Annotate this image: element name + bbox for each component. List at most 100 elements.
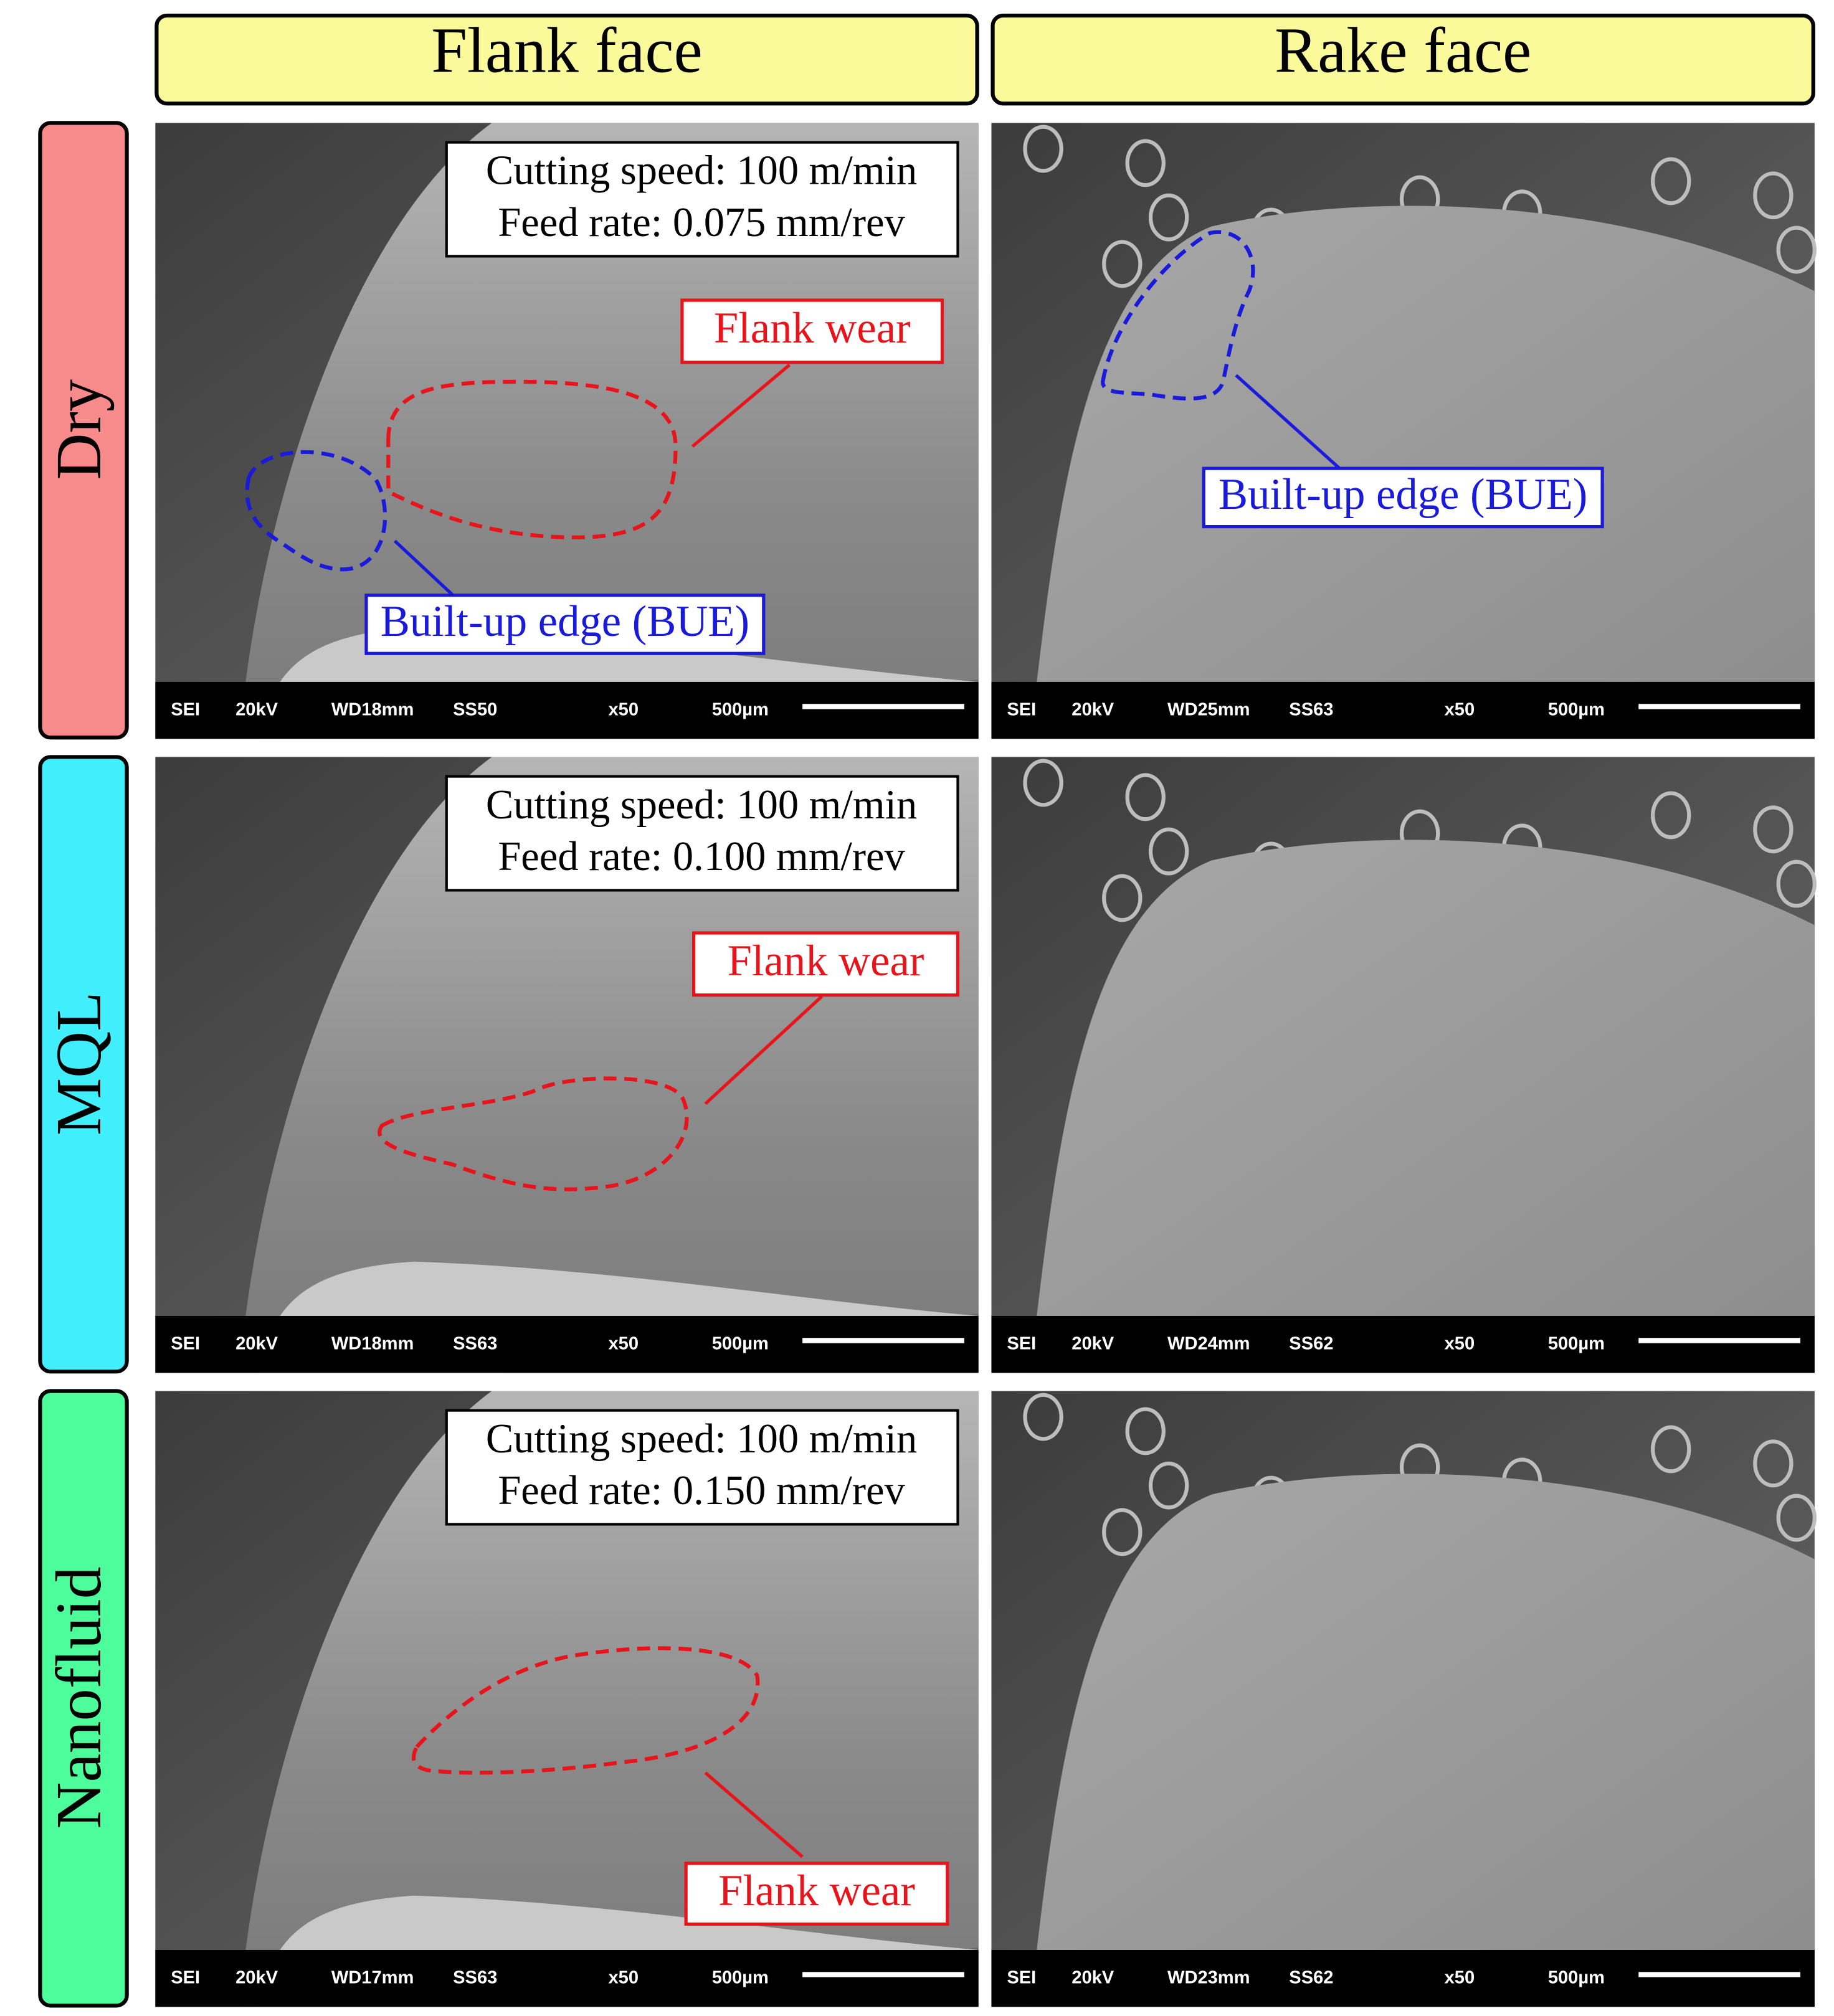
annotation-box bbox=[692, 931, 960, 997]
leader-line bbox=[1235, 374, 1341, 470]
scale-bar-text: SEI bbox=[171, 1967, 200, 1987]
sem-image: SEI 20kV WD25mm SS63 x50 500µm bbox=[991, 123, 1817, 739]
row-label: Dry bbox=[43, 379, 115, 480]
coolant-ring bbox=[1148, 193, 1189, 242]
scale-bar-text: WD23mm bbox=[1167, 1967, 1250, 1987]
scale-bar-text: SS62 bbox=[1289, 1333, 1333, 1353]
scale-bar-text: 500µm bbox=[712, 1967, 769, 1987]
row-label: MQL bbox=[43, 991, 115, 1135]
column-header: Flank face bbox=[431, 14, 702, 86]
scale-bar-strip bbox=[991, 681, 1815, 739]
condition-box bbox=[445, 1409, 959, 1526]
scale-bar-text: 500µm bbox=[712, 699, 769, 719]
scale-bar-strip bbox=[991, 1315, 1815, 1373]
annotation-box bbox=[680, 298, 944, 364]
coolant-ring bbox=[1148, 1461, 1189, 1510]
scale-bar-text: 500µm bbox=[1548, 699, 1605, 719]
row-label-box bbox=[38, 1389, 129, 2008]
coolant-ring bbox=[1125, 773, 1166, 821]
scale-bar-text: WD18mm bbox=[331, 699, 414, 719]
column-header-box bbox=[154, 13, 979, 106]
scale-bar-text: WD25mm bbox=[1167, 699, 1250, 719]
scale-bar-strip bbox=[991, 1950, 1815, 2007]
scale-bar-text: WD18mm bbox=[331, 1333, 414, 1353]
tool-surface bbox=[239, 757, 979, 1373]
sem-image: SEI 20kV WD23mm SS62 x50 500µm bbox=[991, 1391, 1817, 2007]
annotation-text: Flank wear bbox=[728, 937, 924, 985]
wear-outline bbox=[245, 450, 387, 572]
condition-text: Feed rate: 0.100 mm/rev bbox=[498, 834, 905, 879]
condition-text: Feed rate: 0.150 mm/rev bbox=[498, 1468, 905, 1513]
coolant-ring bbox=[1776, 225, 1817, 274]
tool-surface bbox=[239, 1391, 979, 2007]
condition-box bbox=[445, 775, 959, 892]
scale-bar-strip bbox=[155, 1950, 979, 2007]
scale-bar-strip bbox=[155, 681, 979, 739]
scale-bar-text: 500µm bbox=[1548, 1967, 1605, 1987]
coolant-ring bbox=[1125, 1407, 1166, 1455]
annotation-text: Flank wear bbox=[718, 1867, 915, 1915]
coolant-ring bbox=[1023, 759, 1063, 807]
coolant-ring bbox=[1776, 859, 1817, 908]
condition-text: Cutting speed: 100 m/min bbox=[486, 782, 917, 828]
annotation-box bbox=[684, 1862, 949, 1926]
wear-outline bbox=[378, 1076, 689, 1191]
row-label-box bbox=[38, 121, 129, 740]
coolant-ring bbox=[1753, 171, 1794, 220]
scale-bar-text: x50 bbox=[1445, 1333, 1475, 1353]
scale-bar-text: SEI bbox=[1007, 1967, 1036, 1987]
condition-box bbox=[445, 141, 959, 258]
scale-bar-text: 20kV bbox=[235, 1333, 278, 1353]
scale-bar-text: x50 bbox=[1445, 1967, 1475, 1987]
coolant-ring bbox=[1753, 805, 1794, 854]
leader-line bbox=[704, 1771, 804, 1858]
scale-bar-text: SEI bbox=[171, 699, 200, 719]
leader-line bbox=[704, 995, 824, 1105]
coolant-ring bbox=[1651, 1425, 1691, 1474]
scale-bar-text: x50 bbox=[608, 1967, 639, 1987]
coolant-ring bbox=[1125, 139, 1166, 187]
scale-bar-text: 20kV bbox=[1071, 1333, 1114, 1353]
scale-bar-text: x50 bbox=[1445, 699, 1475, 719]
coolant-ring bbox=[1023, 1393, 1063, 1441]
scale-bar-text: SEI bbox=[171, 1333, 200, 1353]
leader-line bbox=[393, 539, 454, 597]
coolant-ring bbox=[1753, 1439, 1794, 1488]
tool-surface bbox=[239, 123, 979, 739]
annotation-text: Built-up edge (BUE) bbox=[381, 597, 749, 646]
scale-bar-text: x50 bbox=[608, 1333, 639, 1353]
condition-text: Cutting speed: 100 m/min bbox=[486, 148, 917, 194]
annotation-text: Built-up edge (BUE) bbox=[1219, 470, 1587, 519]
scale-bar-text: SS62 bbox=[1289, 1967, 1333, 1987]
condition-text: Cutting speed: 100 m/min bbox=[486, 1416, 917, 1462]
tool-surface bbox=[1030, 1474, 1815, 2007]
annotation-box bbox=[364, 594, 766, 655]
scale-bar-strip bbox=[155, 1315, 979, 1373]
row-label-box bbox=[38, 755, 129, 1374]
coolant-ring bbox=[1776, 1493, 1817, 1542]
wear-outline bbox=[411, 1646, 760, 1775]
scale-bar-text: SS63 bbox=[453, 1333, 497, 1353]
coolant-ring bbox=[1023, 125, 1063, 173]
column-header-box bbox=[991, 13, 1815, 106]
scale-bar-text: SS63 bbox=[1289, 699, 1333, 719]
coolant-ring bbox=[1651, 157, 1691, 206]
scale-bar-text: SS63 bbox=[453, 1967, 497, 1987]
annotation-box bbox=[1202, 466, 1604, 529]
sem-image: SEI 20kV WD24mm SS62 x50 500µm bbox=[991, 757, 1817, 1373]
scale-bar-text: SEI bbox=[1007, 699, 1036, 719]
scale-bar-text: x50 bbox=[608, 699, 639, 719]
scale-bar-text: SEI bbox=[1007, 1333, 1036, 1353]
scale-bar-text: 20kV bbox=[235, 699, 278, 719]
coolant-ring bbox=[1651, 791, 1691, 840]
scale-bar-text: 20kV bbox=[235, 1967, 278, 1987]
coolant-ring bbox=[1102, 240, 1143, 288]
scale-bar-text: SS50 bbox=[453, 699, 497, 719]
coolant-ring bbox=[1148, 827, 1189, 876]
condition-text: Feed rate: 0.075 mm/rev bbox=[498, 200, 905, 245]
row-label: Nanofluid bbox=[43, 1566, 115, 1829]
scale-bar-text: 500µm bbox=[712, 1333, 769, 1353]
scale-bar-text: 20kV bbox=[1071, 699, 1114, 719]
annotation-text: Flank wear bbox=[714, 304, 911, 353]
